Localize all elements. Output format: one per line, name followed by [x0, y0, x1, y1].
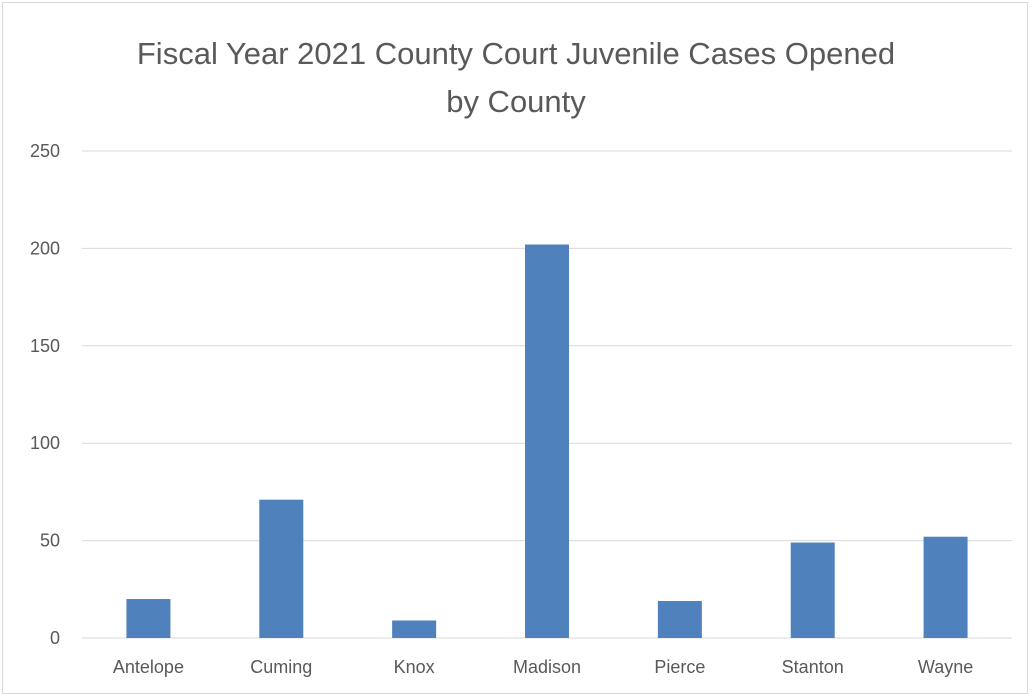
bar-stanton — [790, 542, 835, 638]
chart-title-line-1: Fiscal Year 2021 County Court Juvenile C… — [136, 36, 896, 71]
bar-antelope — [126, 599, 171, 638]
chart-title: Fiscal Year 2021 County Court Juvenile C… — [0, 30, 1032, 126]
bars — [126, 244, 968, 638]
y-tick-label: 150 — [30, 336, 60, 356]
bar-pierce — [657, 600, 702, 638]
x-category-label-pierce: Pierce — [654, 657, 705, 677]
x-axis-category-labels: Antelope Cuming Knox Madison Pierce Stanton Wa… — [113, 657, 973, 677]
x-category-label-knox: Knox — [394, 657, 435, 677]
x-category-label-stanton: Stanton — [782, 657, 844, 677]
bar-knox — [392, 620, 437, 638]
bar-madison — [525, 244, 569, 638]
bar-wayne — [923, 536, 968, 638]
x-category-label-antelope: Antelope — [113, 657, 184, 677]
x-category-label-madison: Madison — [513, 657, 581, 677]
y-tick-label: 200 — [30, 238, 60, 258]
y-tick-label: 0 — [50, 628, 60, 648]
y-tick-label: 50 — [40, 531, 60, 551]
x-category-label-wayne: Wayne — [918, 657, 973, 677]
y-tick-label: 100 — [30, 433, 60, 453]
y-axis-tick-labels: 0 50 100 150 200 250 — [30, 141, 60, 648]
y-tick-label: 250 — [30, 141, 60, 161]
bar-cuming — [259, 499, 304, 638]
chart-title-line-2: by County — [446, 84, 586, 119]
x-category-label-cuming: Cuming — [250, 657, 312, 677]
